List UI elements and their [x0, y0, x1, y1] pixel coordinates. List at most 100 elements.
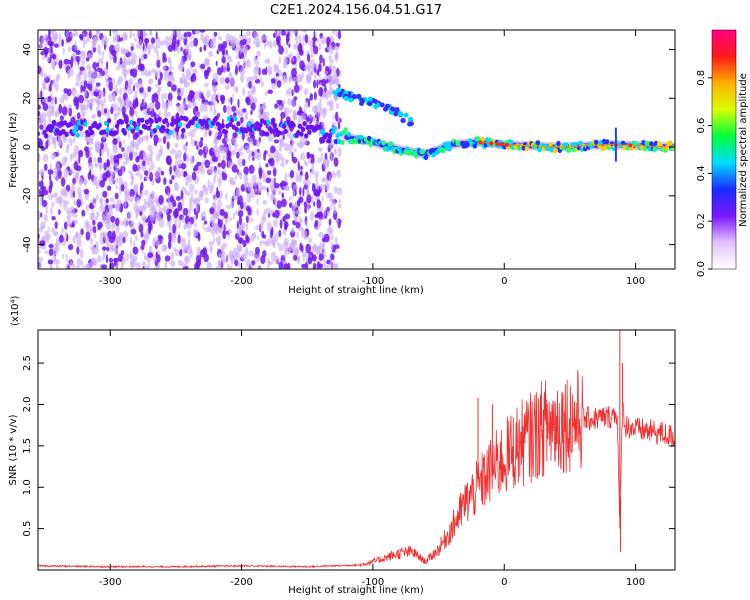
speckle [302, 30, 308, 33]
speckle [124, 197, 127, 208]
speckle [168, 66, 174, 71]
speckle [304, 206, 308, 214]
speckle [63, 168, 69, 179]
speckle [71, 182, 76, 193]
speckle [276, 36, 279, 46]
speckle [328, 45, 334, 55]
heatmap-y-label: Frequency (Hz) [8, 112, 19, 188]
speckle [237, 158, 243, 167]
speckle [291, 67, 297, 78]
speckle [65, 253, 68, 260]
speckle [259, 221, 264, 231]
speckle [40, 89, 43, 99]
speckle [161, 244, 167, 252]
trace-point [652, 146, 657, 152]
speckle [115, 217, 120, 227]
speckle [314, 107, 318, 116]
speckle [287, 143, 294, 151]
speckle [51, 216, 56, 221]
speckle [167, 57, 170, 64]
speckle [171, 84, 177, 92]
speckle [256, 60, 260, 65]
speckle [80, 84, 83, 94]
speckle [45, 205, 49, 214]
speckle [95, 82, 101, 87]
speckle [138, 57, 141, 67]
speckle [213, 144, 218, 154]
trace-point [152, 128, 158, 134]
trace-point [73, 125, 79, 131]
speckle [181, 101, 187, 110]
speckle [55, 75, 59, 84]
speckle [75, 232, 79, 237]
speckle [260, 255, 266, 265]
speckle [131, 68, 138, 78]
trace-point [302, 121, 307, 127]
speckle [38, 256, 44, 262]
speckle [261, 81, 265, 88]
speckle [102, 190, 108, 198]
trace-point [277, 130, 282, 136]
speckle [297, 161, 300, 171]
speckle [245, 236, 250, 244]
speckle [149, 150, 154, 157]
speckle [332, 200, 336, 207]
speckle [67, 46, 72, 53]
speckle [287, 88, 293, 95]
speckle [314, 74, 317, 80]
speckle [83, 72, 88, 82]
speckle [50, 264, 53, 269]
speckle [63, 221, 68, 230]
speckle [247, 207, 252, 216]
trace-point [270, 117, 276, 123]
speckle [190, 76, 193, 82]
speckle [203, 69, 210, 76]
speckle [285, 159, 290, 164]
speckle [338, 198, 341, 204]
speckle [192, 139, 195, 147]
speckle [299, 242, 303, 252]
trace-point [668, 140, 673, 146]
speckle [334, 149, 337, 156]
speckle [227, 150, 232, 159]
speckle [112, 138, 118, 145]
trace-point [163, 117, 169, 123]
speckle [315, 178, 319, 184]
speckle [244, 247, 249, 257]
speckle [150, 193, 154, 200]
speckle [328, 64, 334, 70]
speckle [111, 244, 116, 252]
speckle [187, 174, 193, 184]
speckle [106, 147, 110, 158]
speckle [110, 153, 113, 163]
speckle [167, 191, 170, 202]
speckle [184, 255, 191, 263]
speckle [190, 61, 196, 68]
speckle [204, 197, 209, 204]
speckle [199, 103, 204, 113]
speckle [180, 77, 185, 85]
speckle [203, 82, 209, 88]
speckle [169, 99, 173, 107]
speckle [143, 95, 146, 106]
speckle [155, 211, 160, 218]
speckle [253, 66, 259, 76]
speckle [326, 43, 330, 48]
speckle [280, 161, 285, 168]
speckle [47, 96, 52, 103]
speckle [122, 161, 127, 166]
speckle [203, 44, 207, 52]
y-tick-label: 20 [22, 92, 33, 105]
speckle [43, 73, 48, 80]
speckle [316, 261, 320, 269]
speckle [133, 108, 136, 114]
speckle [156, 59, 161, 68]
speckle [147, 51, 151, 56]
speckle [148, 70, 152, 76]
speckle [131, 52, 137, 63]
speckle [234, 174, 238, 180]
speckle [149, 172, 154, 182]
speckle [248, 81, 252, 89]
speckle [335, 42, 340, 47]
speckle [142, 266, 145, 269]
